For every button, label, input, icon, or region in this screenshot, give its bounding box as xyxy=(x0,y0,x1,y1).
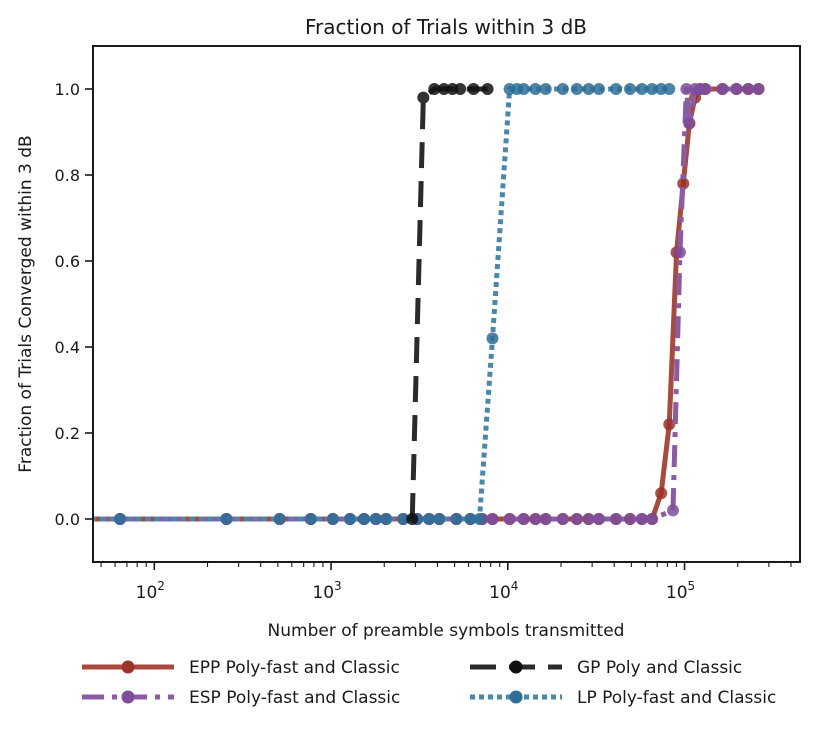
x-tick-label: 103 xyxy=(312,579,341,603)
legend-swatch-marker xyxy=(509,690,523,704)
data-point xyxy=(663,83,676,95)
series-3 xyxy=(406,83,494,525)
legend-label: LP Poly-fast and Classic xyxy=(577,688,776,708)
legend-label: EPP Poly-fast and Classic xyxy=(189,658,400,678)
y-tick-label: 1.0 xyxy=(55,80,80,99)
data-point xyxy=(503,513,516,525)
data-point xyxy=(539,513,552,525)
y-tick-label: 0.0 xyxy=(55,510,80,529)
data-point xyxy=(635,83,648,95)
data-point xyxy=(517,513,530,525)
data-point xyxy=(326,513,339,525)
data-point xyxy=(517,83,530,95)
data-point xyxy=(592,513,605,525)
data-point xyxy=(450,513,463,525)
data-point xyxy=(529,513,542,525)
data-point xyxy=(677,177,690,190)
series-4 xyxy=(93,83,676,525)
series-layer xyxy=(93,83,765,525)
data-point xyxy=(570,513,583,525)
data-point xyxy=(610,83,623,95)
y-axis-label: Fraction of Trials Converged within 3 dB xyxy=(16,135,36,472)
data-point xyxy=(570,83,583,95)
legend-label: GP Poly and Classic xyxy=(577,658,742,678)
legend-swatch-marker xyxy=(509,660,523,674)
data-point xyxy=(380,513,393,525)
data-point xyxy=(655,487,668,500)
x-tick-label: 104 xyxy=(489,579,518,603)
data-point xyxy=(624,83,637,95)
data-point xyxy=(539,83,552,95)
data-point xyxy=(397,513,410,525)
data-point xyxy=(556,83,569,95)
data-point xyxy=(486,513,499,525)
data-point xyxy=(486,332,499,345)
data-point xyxy=(666,504,679,517)
data-point xyxy=(304,513,317,525)
data-point xyxy=(556,513,569,525)
data-point xyxy=(582,513,595,525)
data-point xyxy=(273,513,286,525)
data-point xyxy=(343,513,356,525)
legend-item: ESP Poly-fast and Classic xyxy=(82,688,400,708)
data-point xyxy=(582,83,595,95)
data-point xyxy=(433,513,446,525)
legend: EPP Poly-fast and Classic ESP Poly-fast a… xyxy=(82,658,776,708)
legend-swatch-marker xyxy=(121,660,135,674)
ticks-layer: 0.0 0.2 0.4 0.6 0.8 1.0 102 103 104 105 xyxy=(55,80,792,603)
axes-frame xyxy=(92,45,801,563)
data-point xyxy=(663,418,676,431)
data-point xyxy=(730,83,743,95)
y-tick-label: 0.2 xyxy=(55,424,80,443)
data-point xyxy=(646,83,659,95)
data-point xyxy=(752,83,765,95)
data-point xyxy=(646,513,659,525)
data-point xyxy=(437,83,450,95)
series-line xyxy=(93,86,670,522)
legend-label: ESP Poly-fast and Classic xyxy=(189,688,400,708)
data-point xyxy=(683,117,696,130)
data-point xyxy=(742,83,755,95)
data-point xyxy=(624,513,637,525)
data-point xyxy=(529,83,542,95)
data-point xyxy=(673,246,686,259)
legend-item: GP Poly and Classic xyxy=(470,658,742,678)
chart-title: Fraction of Trials within 3 dB xyxy=(305,15,587,39)
y-tick-label: 0.4 xyxy=(55,338,80,357)
data-point xyxy=(680,83,693,95)
data-point xyxy=(406,513,419,525)
legend-item: EPP Poly-fast and Classic xyxy=(82,658,400,678)
series-line xyxy=(409,86,488,520)
data-point xyxy=(357,513,370,525)
data-point xyxy=(114,513,127,525)
data-point xyxy=(220,513,233,525)
x-tick-label: 102 xyxy=(136,579,165,603)
x-tick-label: 105 xyxy=(666,579,695,603)
y-tick-label: 0.6 xyxy=(55,252,80,271)
data-point xyxy=(473,513,486,525)
x-axis-label: Number of preamble symbols transmitted xyxy=(268,621,625,641)
data-point xyxy=(481,83,494,95)
data-point xyxy=(635,513,648,525)
data-point xyxy=(428,83,441,95)
legend-item: LP Poly-fast and Classic xyxy=(470,688,776,708)
data-point xyxy=(423,513,436,525)
data-point xyxy=(369,513,382,525)
data-point xyxy=(417,91,430,104)
data-point xyxy=(610,513,623,525)
data-point xyxy=(464,513,477,525)
data-point xyxy=(467,83,480,95)
data-point xyxy=(699,83,712,95)
data-point xyxy=(716,83,729,95)
data-point xyxy=(454,83,467,95)
data-point xyxy=(592,83,605,95)
legend-swatch-marker xyxy=(121,690,135,704)
y-tick-label: 0.8 xyxy=(55,166,80,185)
